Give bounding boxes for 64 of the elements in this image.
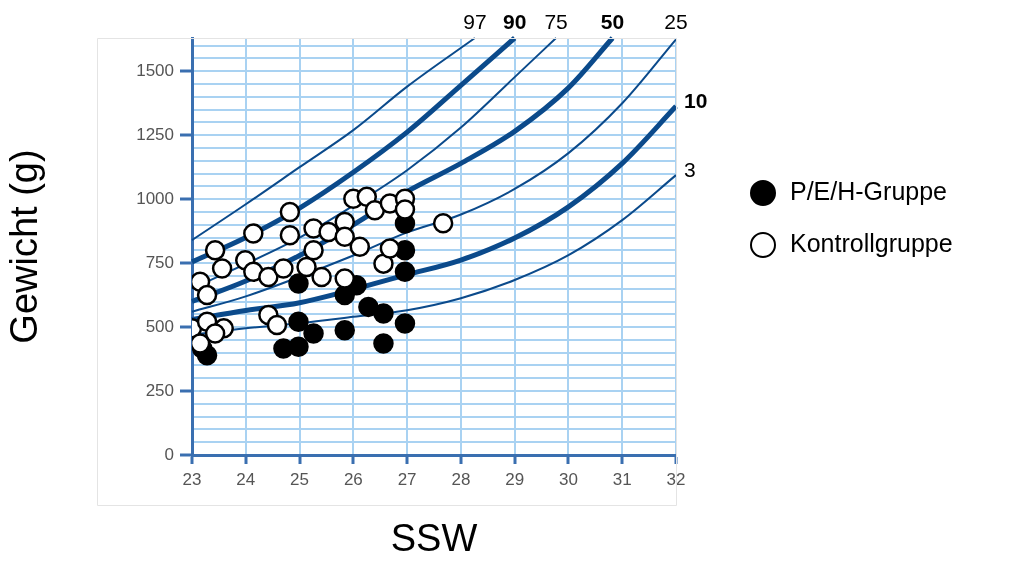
point bbox=[288, 273, 309, 294]
x-tick-label: 23 bbox=[182, 469, 202, 489]
series-label: 75 bbox=[544, 10, 568, 34]
x-tick-label: 25 bbox=[290, 469, 310, 489]
point bbox=[243, 223, 264, 244]
x-tick-label: 29 bbox=[505, 469, 525, 489]
point bbox=[273, 258, 294, 279]
x-tick-label: 27 bbox=[397, 469, 417, 489]
point bbox=[204, 240, 226, 261]
legend-label: Kontrollgruppe bbox=[790, 228, 953, 257]
y-tick-label: 1250 bbox=[136, 124, 174, 144]
x-tick-label: 24 bbox=[236, 469, 256, 489]
x-tick-label: 31 bbox=[612, 469, 632, 489]
point bbox=[334, 226, 355, 248]
point bbox=[334, 319, 355, 341]
point bbox=[204, 323, 226, 344]
point bbox=[288, 336, 309, 358]
point bbox=[296, 256, 317, 278]
series-label: 10 bbox=[684, 89, 708, 113]
y-tick-label: 1500 bbox=[136, 60, 174, 80]
line-series bbox=[191, 37, 476, 242]
point bbox=[364, 199, 386, 221]
point bbox=[349, 236, 371, 258]
point bbox=[373, 253, 394, 274]
point bbox=[192, 333, 211, 354]
y-axis-title: Gewicht (g) bbox=[3, 149, 46, 344]
series-label: 90 bbox=[502, 10, 527, 34]
point bbox=[379, 238, 401, 259]
point bbox=[432, 212, 454, 234]
point bbox=[303, 323, 324, 344]
point bbox=[258, 266, 279, 288]
y-tick-label: 500 bbox=[145, 316, 174, 336]
point bbox=[358, 296, 379, 318]
x-axis-title: SSW bbox=[390, 516, 478, 559]
y-tick-label: 0 bbox=[164, 444, 174, 464]
point bbox=[279, 224, 301, 246]
point bbox=[266, 314, 288, 336]
x-tick-label: 32 bbox=[666, 469, 686, 489]
series-label: 97 bbox=[463, 10, 487, 34]
y-tick-label: 1000 bbox=[136, 188, 174, 208]
line-series bbox=[191, 38, 677, 313]
point bbox=[334, 268, 355, 289]
x-tick-label: 26 bbox=[343, 469, 363, 489]
line-series bbox=[191, 37, 558, 290]
point bbox=[211, 258, 233, 279]
x-tick-label: 30 bbox=[558, 469, 578, 489]
series-label: 25 bbox=[664, 10, 688, 34]
y-tick-label: 750 bbox=[145, 252, 174, 272]
point bbox=[196, 284, 218, 306]
point bbox=[318, 221, 339, 243]
point bbox=[279, 201, 301, 223]
point bbox=[394, 313, 416, 334]
series-label: 50 bbox=[600, 10, 625, 34]
point bbox=[311, 266, 332, 288]
point bbox=[394, 261, 416, 283]
series-label: 3 bbox=[684, 157, 696, 181]
point bbox=[303, 240, 324, 261]
legend-label: P/E/H-Gruppe bbox=[790, 176, 948, 205]
point bbox=[394, 199, 416, 220]
point bbox=[288, 311, 309, 332]
y-tick-label: 250 bbox=[145, 380, 174, 400]
point bbox=[373, 333, 394, 354]
point bbox=[373, 303, 394, 324]
x-tick-label: 28 bbox=[451, 469, 471, 489]
